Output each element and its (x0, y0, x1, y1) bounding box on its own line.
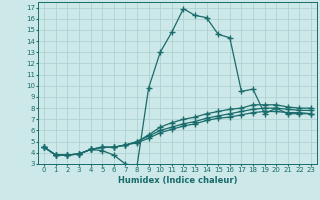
X-axis label: Humidex (Indice chaleur): Humidex (Indice chaleur) (118, 176, 237, 185)
